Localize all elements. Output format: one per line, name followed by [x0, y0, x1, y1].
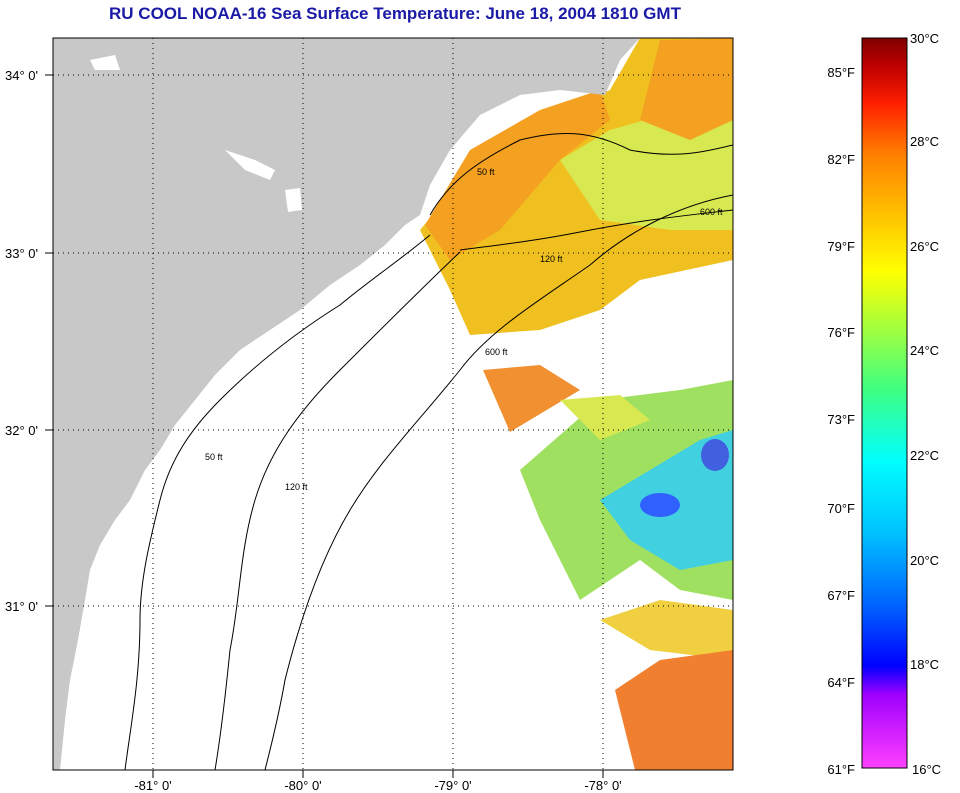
cb-f-76: 76°F — [827, 325, 855, 340]
sst-patch-north-warm — [425, 90, 610, 260]
lon-label-79: -79° 0' — [434, 778, 471, 793]
cb-f-79: 79°F — [827, 239, 855, 254]
land-mass — [53, 38, 640, 770]
cb-c-24: 24°C — [910, 343, 939, 358]
contour-120ft-north — [459, 209, 733, 251]
colorbar-gradient — [861, 37, 908, 769]
lake-2 — [225, 150, 275, 180]
axis-ticks — [45, 74, 604, 778]
lake-3 — [285, 188, 302, 212]
cb-f-82: 82°F — [827, 152, 855, 167]
contour-label-50ft-north: 50 ft — [477, 167, 495, 177]
sst-patch-south-orange — [615, 650, 733, 770]
colorbar: 85°F 82°F 79°F 76°F 73°F 70°F 67°F 64°F … — [827, 31, 941, 777]
cb-c-16: 16°C — [912, 762, 941, 777]
map-title: RU COOL NOAA-16 Sea Surface Temperature:… — [109, 4, 681, 23]
contour-label-120ft-south: 120 ft — [285, 482, 308, 492]
contour-50ft — [124, 234, 431, 770]
cb-c-18: 18°C — [910, 657, 939, 672]
sst-patch-mid — [483, 365, 580, 432]
cb-f-61: 61°F — [827, 762, 855, 777]
sst-data-layer — [420, 38, 733, 770]
cb-f-85: 85°F — [827, 65, 855, 80]
contour-50ft-north — [429, 133, 733, 216]
lat-label-31: 31° 0' — [5, 599, 38, 614]
depth-contours — [124, 133, 733, 770]
contour-600ft — [264, 194, 733, 770]
lat-label-33: 33° 0' — [5, 246, 38, 261]
contour-120ft — [214, 251, 461, 770]
lon-label-81: -81° 0' — [134, 778, 171, 793]
cb-c-22: 22°C — [910, 448, 939, 463]
sst-cold-core — [640, 493, 680, 517]
sst-patch-south-yellow — [600, 600, 733, 660]
cb-c-28: 28°C — [910, 134, 939, 149]
sst-patch-small — [520, 290, 600, 320]
lat-label-32: 32° 0' — [5, 423, 38, 438]
sst-patch-mid-yellow — [560, 395, 650, 440]
lat-label-34: 34° 0' — [5, 68, 38, 83]
cb-f-70: 70°F — [827, 501, 855, 516]
cb-c-30: 30°C — [910, 31, 939, 46]
map-frame — [52, 37, 734, 771]
contour-label-600ft: 600 ft — [700, 207, 723, 217]
contour-label-50ft: 50 ft — [205, 452, 223, 462]
colorbar-fahrenheit-labels: 85°F 82°F 79°F 76°F 73°F 70°F 67°F 64°F … — [827, 65, 855, 777]
contour-label-120ft: 120 ft — [540, 254, 563, 264]
lon-label-78: -78° 0' — [584, 778, 621, 793]
cb-f-67: 67°F — [827, 588, 855, 603]
colorbar-celsius-labels: 30°C 28°C 26°C 24°C 22°C 20°C 18°C 16°C — [910, 31, 941, 777]
sst-patch-northeast-warm — [640, 38, 733, 140]
cb-f-64: 64°F — [827, 675, 855, 690]
sst-cold-core-east — [701, 439, 729, 471]
contour-label-600ft-mid: 600 ft — [485, 347, 508, 357]
lake-1 — [90, 55, 120, 70]
map-grid — [53, 38, 733, 770]
cb-c-26: 26°C — [910, 239, 939, 254]
cb-c-20: 20°C — [910, 553, 939, 568]
cb-f-73: 73°F — [827, 412, 855, 427]
lon-label-80: -80° 0' — [284, 778, 321, 793]
